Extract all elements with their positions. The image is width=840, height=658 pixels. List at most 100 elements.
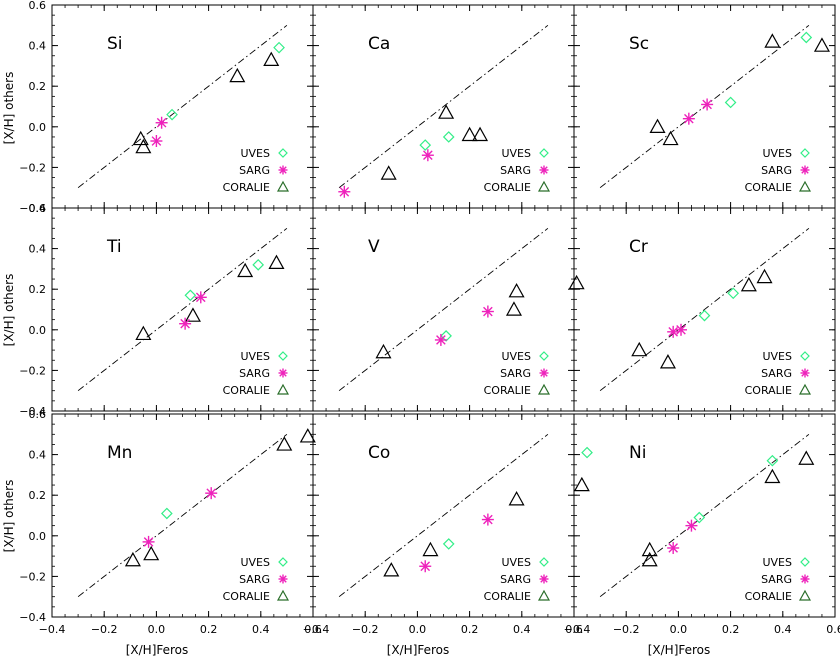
y-tick-label: −0.2 [19, 161, 46, 174]
coralie-marker [184, 307, 201, 322]
x-tick-label: 0.4 [774, 623, 792, 636]
uves-marker [160, 507, 173, 520]
sarg-marker-stroke [483, 514, 493, 525]
x-tick-label: −0.2 [613, 623, 640, 636]
y-tick-label: 0.0 [29, 121, 47, 134]
coralie-marker [124, 551, 141, 567]
reference-line [77, 24, 288, 189]
uves-marker [539, 557, 549, 567]
legend-label: SARG [239, 164, 270, 177]
panel-ti: −0.4 −0.2 0.0 0.2 0.4 0.6 Ti UVES SARG CORALIE [19, 202, 314, 418]
sarg-marker-stroke [156, 117, 167, 128]
sarg-marker [685, 519, 698, 532]
y-tick-label: 0.6 [29, 408, 47, 421]
uves-marker [766, 454, 779, 467]
legend-label: CORALIE [745, 181, 792, 194]
sarg-marker-stroke [279, 575, 287, 583]
sarg-marker [800, 165, 810, 175]
x-tick-label: 0.0 [409, 623, 427, 636]
coralie-marker [263, 51, 280, 67]
y-tick-label: −0.2 [19, 570, 46, 583]
legend-label: CORALIE [484, 181, 531, 194]
uves-marker [273, 41, 285, 54]
uves-marker [800, 351, 810, 361]
sarg-marker-stroke [436, 335, 446, 345]
sarg-marker [142, 535, 155, 548]
panel-mn: −0.4−0.20.00.20.40.6−0.4 −0.2 0.0 0.2 0.4 0.6… [19, 408, 321, 636]
sarg-marker [205, 487, 218, 500]
y-tick-label: 0.0 [29, 530, 47, 543]
reference-line [338, 433, 549, 598]
sarg-marker [800, 574, 810, 584]
sarg-marker [278, 574, 288, 584]
sarg-marker [667, 541, 680, 554]
sarg-marker-stroke [801, 369, 809, 377]
coralie-marker [568, 274, 585, 290]
sarg-marker-stroke [180, 318, 190, 329]
uves-marker [698, 309, 711, 322]
uves-marker [419, 139, 432, 151]
legend-label: UVES [501, 147, 531, 160]
sarg-marker-stroke [279, 166, 287, 174]
uves-marker [440, 330, 452, 342]
coralie-marker [422, 541, 439, 557]
panel-element-label: Ni [629, 443, 646, 463]
sarg-marker-stroke [702, 99, 712, 110]
coralie-marker [135, 325, 152, 341]
uves-marker [581, 446, 593, 459]
panel-element-label: V [368, 237, 380, 257]
legend-label: SARG [500, 573, 531, 586]
x-axis-label: [X/H]Feros [387, 643, 450, 657]
x-tick-label: −0.2 [352, 623, 379, 636]
uves-marker [724, 96, 737, 109]
sarg-marker-stroke [676, 324, 686, 335]
x-tick-label: −0.4 [303, 623, 330, 636]
sarg-marker-stroke [423, 150, 433, 161]
legend-label: CORALIE [223, 384, 270, 397]
sarg-marker-stroke [540, 369, 548, 377]
uves-marker [727, 287, 740, 300]
sarg-marker-stroke [801, 575, 809, 583]
coralie-marker [237, 262, 254, 278]
reference-line [599, 227, 810, 392]
sarg-marker-stroke [206, 488, 217, 498]
sarg-marker-stroke [420, 561, 431, 572]
x-axis-label: [X/H]Feros [648, 643, 711, 657]
coralie-marker [299, 428, 316, 443]
coralie-marker [798, 450, 815, 465]
sarg-marker [800, 368, 810, 378]
coralie-marker [508, 491, 525, 506]
sarg-marker [419, 560, 432, 573]
coralie-marker [764, 468, 781, 484]
uves-marker [184, 289, 197, 302]
coralie-marker [268, 254, 285, 270]
uves-marker [539, 148, 549, 158]
y-tick-label: −0.4 [19, 202, 46, 215]
sarg-marker [481, 305, 494, 318]
coralie-marker [798, 180, 812, 192]
sarg-marker [155, 116, 168, 129]
y-tick-label: 0.4 [29, 40, 47, 53]
sarg-marker-stroke [195, 292, 206, 303]
legend-label: UVES [762, 147, 792, 160]
uves-marker [278, 148, 288, 158]
sarg-marker-stroke [339, 186, 350, 197]
sarg-marker [539, 574, 549, 584]
y-tick-label: 0.2 [29, 489, 47, 502]
coralie-marker [380, 165, 397, 180]
reference-line [338, 24, 549, 189]
x-tick-label: −0.2 [91, 623, 118, 636]
sarg-marker-stroke [684, 113, 694, 124]
coralie-marker [229, 67, 246, 83]
legend-label: CORALIE [484, 384, 531, 397]
panel-sc: Sc UVES SARG CORALIE [573, 4, 836, 209]
labels-layer: [X/H]Feros [X/H]Feros [X/H]Feros [X/H] o… [2, 72, 710, 657]
y-tick-label: 0.4 [29, 243, 47, 256]
sarg-marker [682, 112, 695, 125]
legend-label: CORALIE [223, 590, 270, 603]
panel-element-label: Co [368, 443, 390, 463]
coralie-marker [537, 383, 551, 395]
panel-cr: Cr UVES SARG CORALIE [573, 207, 836, 412]
coralie-marker [276, 180, 290, 192]
